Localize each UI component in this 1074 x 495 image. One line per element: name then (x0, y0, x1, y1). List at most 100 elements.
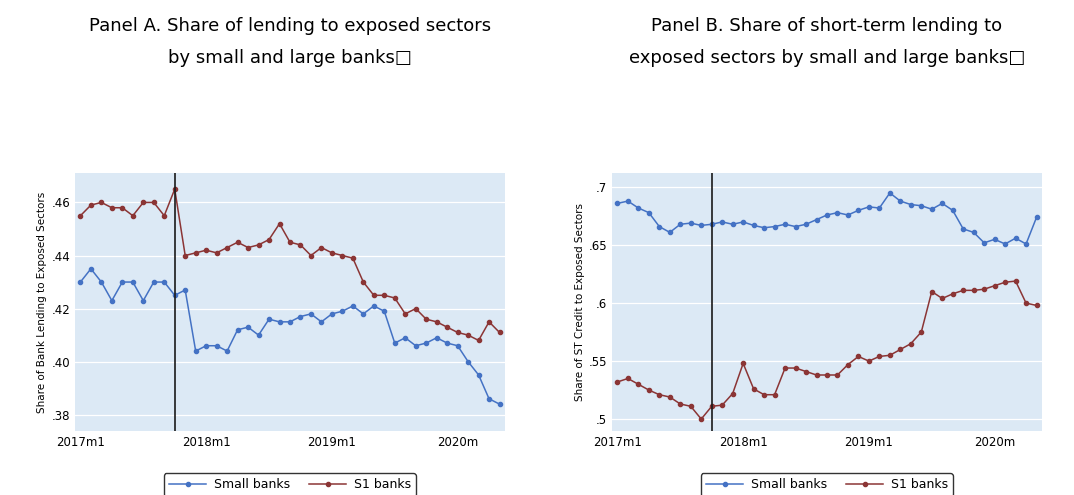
S1 banks (779, 365, 792, 371)
S1 banks (852, 353, 865, 359)
S1 banks (831, 372, 844, 378)
Small banks (884, 190, 897, 196)
S1 banks (821, 372, 833, 378)
Small banks (988, 237, 1001, 243)
S1 banks (946, 291, 959, 297)
S1 banks (473, 338, 485, 344)
Line: S1 banks: S1 banks (615, 279, 1039, 421)
S1 banks (325, 250, 338, 256)
S1 banks (632, 381, 644, 387)
S1 banks (1010, 278, 1022, 284)
Small banks (325, 311, 338, 317)
Small banks (211, 343, 223, 348)
S1 banks (136, 199, 149, 205)
Small banks (440, 340, 453, 346)
S1 banks (231, 239, 244, 245)
S1 banks (420, 316, 433, 322)
S1 banks (493, 330, 506, 336)
Small banks (220, 348, 233, 354)
S1 banks (169, 186, 182, 192)
S1 banks (988, 283, 1001, 289)
Small banks (305, 311, 318, 317)
S1 banks (284, 239, 296, 245)
S1 banks (95, 199, 107, 205)
S1 banks (1019, 300, 1032, 306)
Small banks (999, 241, 1012, 247)
Small banks (789, 224, 802, 230)
Small banks (242, 324, 255, 330)
S1 banks (178, 252, 191, 258)
Line: S1 banks: S1 banks (78, 187, 502, 343)
Small banks (262, 316, 275, 322)
Small banks (831, 210, 844, 216)
Small banks (1019, 241, 1032, 247)
Small banks (74, 279, 87, 285)
Small banks (493, 401, 506, 407)
Text: exposed sectors by small and large banks□: exposed sectors by small and large banks… (628, 49, 1026, 67)
S1 banks (336, 252, 349, 258)
S1 banks (409, 305, 422, 311)
Small banks (178, 287, 191, 293)
Small banks (420, 340, 433, 346)
Small banks (748, 222, 760, 228)
S1 banks (748, 386, 760, 392)
Small banks (200, 343, 213, 348)
Small banks (935, 200, 948, 206)
S1 banks (706, 403, 719, 409)
Small banks (398, 335, 411, 341)
Small banks (968, 229, 981, 235)
Small banks (821, 212, 833, 218)
S1 banks (862, 358, 875, 364)
Small banks (336, 308, 349, 314)
Text: by small and large banks□: by small and large banks□ (168, 49, 412, 67)
Legend: Small banks, S1 banks: Small banks, S1 banks (164, 474, 416, 495)
S1 banks (398, 311, 411, 317)
Small banks (977, 240, 990, 246)
Small banks (862, 204, 875, 210)
Small banks (315, 319, 328, 325)
Small banks (136, 297, 149, 303)
Y-axis label: Share of ST Credit to Exposed Sectors: Share of ST Credit to Exposed Sectors (575, 203, 584, 401)
Small banks (273, 319, 286, 325)
S1 banks (220, 245, 233, 250)
S1 banks (810, 372, 823, 378)
S1 banks (367, 293, 380, 298)
S1 banks (977, 286, 990, 292)
S1 banks (894, 346, 906, 352)
S1 banks (200, 247, 213, 253)
Small banks (357, 311, 369, 317)
S1 banks (127, 213, 140, 219)
Small banks (726, 221, 739, 227)
Small banks (915, 203, 928, 209)
Small banks (127, 279, 140, 285)
Small banks (95, 279, 107, 285)
S1 banks (389, 295, 402, 301)
Small banks (389, 340, 402, 346)
Small banks (946, 207, 959, 213)
S1 banks (926, 289, 939, 295)
Small banks (105, 297, 118, 303)
Small banks (231, 327, 244, 333)
Small banks (378, 308, 391, 314)
Small banks (757, 225, 770, 231)
S1 banks (273, 221, 286, 227)
S1 banks (726, 391, 739, 396)
Small banks (684, 220, 697, 226)
Small banks (409, 343, 422, 348)
Small banks (189, 348, 202, 354)
Small banks (451, 343, 464, 348)
Small banks (347, 303, 360, 309)
S1 banks (664, 394, 677, 400)
S1 banks (1030, 302, 1043, 308)
Small banks (695, 222, 708, 228)
S1 banks (935, 296, 948, 301)
S1 banks (147, 199, 160, 205)
S1 banks (431, 319, 444, 325)
Small banks (810, 217, 823, 223)
Small banks (673, 221, 686, 227)
Small banks (611, 200, 624, 206)
Y-axis label: Share of Bank Lending to Exposed Sectors: Share of Bank Lending to Exposed Sectors (38, 192, 47, 412)
Line: Small banks: Small banks (615, 191, 1039, 246)
Small banks (926, 206, 939, 212)
S1 banks (347, 255, 360, 261)
